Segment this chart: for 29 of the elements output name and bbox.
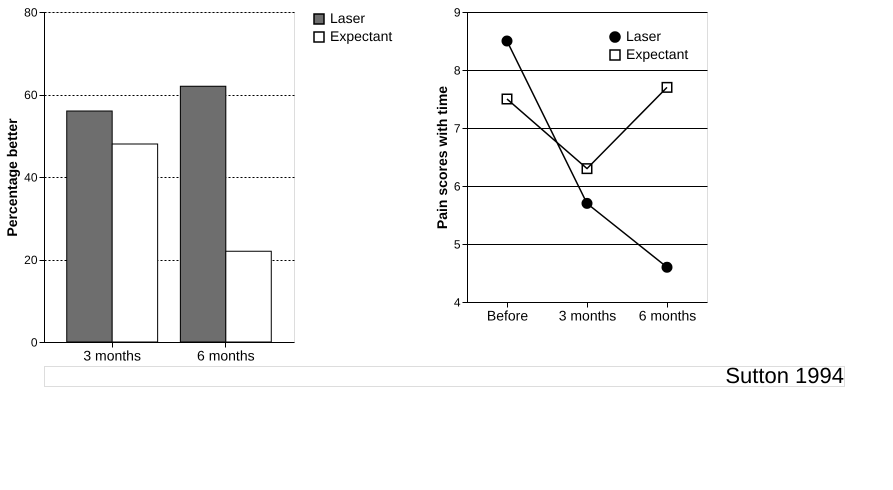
- x-tick-label: 3 months: [83, 348, 141, 364]
- x-tick-label: 6 months: [638, 308, 696, 324]
- y-tick-label: 60: [24, 88, 38, 102]
- y-tick-label: 20: [24, 253, 38, 267]
- y-axis-title: Percentage better: [4, 118, 20, 237]
- text: Sutton 1994: [725, 363, 844, 388]
- y-tick-label: 80: [24, 6, 38, 20]
- point: [662, 262, 672, 273]
- x-tick-label: 6 months: [197, 348, 255, 364]
- point: [502, 36, 512, 46]
- legend-label: Laser: [626, 28, 662, 44]
- y-tick-label: 0: [30, 336, 38, 350]
- y-tick-label: 8: [454, 64, 461, 78]
- point: [582, 198, 592, 209]
- x-tick-label: Before: [486, 308, 528, 324]
- y-axis-title: Pain scores with time: [434, 86, 450, 230]
- legend-label: Laser: [330, 10, 366, 26]
- legend-label: Expectant: [330, 28, 392, 44]
- point: [502, 94, 512, 104]
- y-tick-label: 7: [454, 122, 461, 136]
- point: [662, 82, 672, 93]
- y-tick-label: 9: [454, 6, 461, 20]
- point: [582, 163, 592, 174]
- y-tick-label: 40: [24, 170, 38, 184]
- y-tick-label: 5: [454, 238, 461, 252]
- y-tick-label: 4: [454, 296, 461, 310]
- x-tick-label: 3 months: [558, 308, 616, 324]
- y-tick-label: 6: [454, 180, 461, 194]
- legend-label: Expectant: [626, 46, 688, 62]
